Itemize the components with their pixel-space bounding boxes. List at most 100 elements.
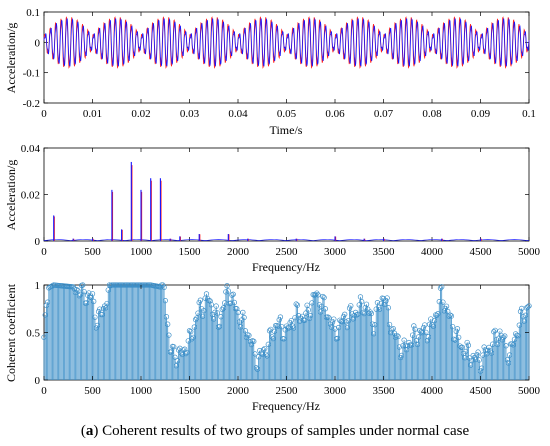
coherence-marker <box>172 354 178 360</box>
x-tick-label: 4000 <box>421 246 444 258</box>
coherence-marker <box>163 314 170 320</box>
coherence-marker <box>385 305 392 311</box>
coherence-marker <box>304 302 310 308</box>
coherence-marker <box>420 324 427 331</box>
x-tick-label: 0.04 <box>228 108 248 120</box>
x-tick-label: 0.09 <box>471 108 491 120</box>
figure-caption: (a) Coherent results of two groups of sa… <box>80 423 470 439</box>
x-tick-label: 0.02 <box>131 108 150 120</box>
y-tick-label: 0.1 <box>26 7 40 19</box>
coherence-marker <box>207 298 213 304</box>
x-tick-label: 2000 <box>227 385 250 397</box>
y-tick-label: 1 <box>35 280 41 292</box>
coherence-marker <box>423 329 429 336</box>
coherence-marker <box>165 321 171 327</box>
time-domain-panel: 0 0.01 0.02 0.03 0.04 0.05 0.06 0.07 0.08 0.09 0.1… <box>4 7 536 137</box>
y-tick-label: 0 <box>35 375 41 387</box>
coherence-marker <box>525 304 531 310</box>
coherence-marker <box>92 314 98 320</box>
coherence-marker <box>502 333 508 339</box>
coherence-marker <box>214 310 221 316</box>
coherence-marker <box>401 337 407 343</box>
coherence-marker <box>161 284 167 291</box>
y-tick-label: -0.1 <box>23 68 40 80</box>
coherence-marker <box>225 288 231 294</box>
x-ticks: 0 500 1000 1500 2000 2500 3000 3500 4000 4500 5000 <box>41 285 541 397</box>
spectrum-panel: 0 500 1000 1500 2000 2500 3000 3500 4000 4500 5000… <box>4 143 541 274</box>
coherence-marker <box>439 284 445 290</box>
signal-line-2 <box>43 17 530 67</box>
coherence-marker <box>326 315 332 321</box>
coherence-marker <box>386 321 393 328</box>
y-tick-label: 0.5 <box>26 328 40 340</box>
coherence-marker <box>276 317 282 323</box>
coherence-marker <box>389 327 395 333</box>
coherence-marker <box>492 327 498 333</box>
x-tick-label: 3000 <box>324 246 347 258</box>
x-tick-label: 4500 <box>470 246 493 258</box>
caption-label: a <box>85 423 94 439</box>
y-axis-label: Acceleration/g <box>4 23 18 94</box>
x-tick-label: 0.1 <box>522 108 536 120</box>
x-tick-label: 2000 <box>227 246 250 258</box>
x-tick-label: 3500 <box>373 246 396 258</box>
coherence-marker <box>234 306 240 312</box>
coherence-marker <box>366 310 372 317</box>
coherence-marker <box>476 357 482 363</box>
x-tick-label: 0.01 <box>83 108 102 120</box>
coherence-marker <box>437 285 444 291</box>
coherence-marker <box>97 306 103 312</box>
coherence-marker <box>171 344 177 350</box>
coherence-marker <box>486 344 492 351</box>
coherence-marker <box>348 303 354 309</box>
coherence-marker <box>482 347 489 353</box>
y-ticks: 0.04 0.02 0 <box>21 143 529 248</box>
y-ticks: 0.1 0 -0.1 -0.2 <box>23 7 529 110</box>
coherence-marker <box>412 326 418 332</box>
coherence-marker <box>359 299 365 305</box>
coherence-marker <box>363 301 370 307</box>
coherence-marker <box>440 299 446 305</box>
y-axis-label: Acceleration/g <box>4 160 18 231</box>
series-lines <box>43 16 530 69</box>
x-ticks: 0 0.01 0.02 0.03 0.04 0.05 0.06 0.07 0.08 0.09 0.1 <box>41 12 536 120</box>
x-tick-label: 1000 <box>130 385 153 397</box>
coherence-marker <box>449 323 456 330</box>
coherence-marker <box>293 301 299 307</box>
coherence-marker <box>443 303 450 309</box>
coherence-marker <box>166 332 172 338</box>
coherence-marker <box>299 313 305 320</box>
coherence-marker <box>305 307 311 313</box>
x-tick-label: 0.07 <box>374 108 394 120</box>
coherence-marker <box>251 338 257 345</box>
coherence-marker <box>208 302 214 308</box>
coherence-marker <box>384 295 390 301</box>
x-tick-label: 4000 <box>421 385 444 397</box>
x-tick-label: 1500 <box>179 385 202 397</box>
coherence-marker <box>203 291 210 297</box>
x-axis-label: Frequency/Hz <box>252 399 320 413</box>
y-axis-label: Coherent coefficient <box>4 283 18 382</box>
coherence-marker <box>465 342 472 348</box>
y-ticks: 10.50 <box>26 280 529 387</box>
coherence-marker <box>454 326 461 332</box>
coherence-marker <box>88 294 94 301</box>
x-tick-label: 0.06 <box>325 108 345 120</box>
coherence-marker <box>447 312 453 318</box>
coherence-marker <box>464 339 470 346</box>
coherence-marker <box>321 294 327 301</box>
x-tick-label: 3500 <box>373 385 396 397</box>
coherence-marker <box>475 349 481 355</box>
x-tick-label: 0 <box>41 246 47 258</box>
x-tick-label: 1000 <box>130 246 153 258</box>
x-axis-label: Time/s <box>270 123 303 137</box>
coherence-marker <box>257 347 263 354</box>
x-tick-label: 5000 <box>518 246 541 258</box>
coherence-marker <box>262 345 268 352</box>
y-tick-label: 0.02 <box>21 190 40 202</box>
coherence-marker <box>312 291 319 298</box>
x-tick-label: 1500 <box>179 246 202 258</box>
x-tick-label: 500 <box>84 246 101 258</box>
y-tick-label: -0.2 <box>23 98 40 110</box>
coherence-marker <box>342 311 348 317</box>
